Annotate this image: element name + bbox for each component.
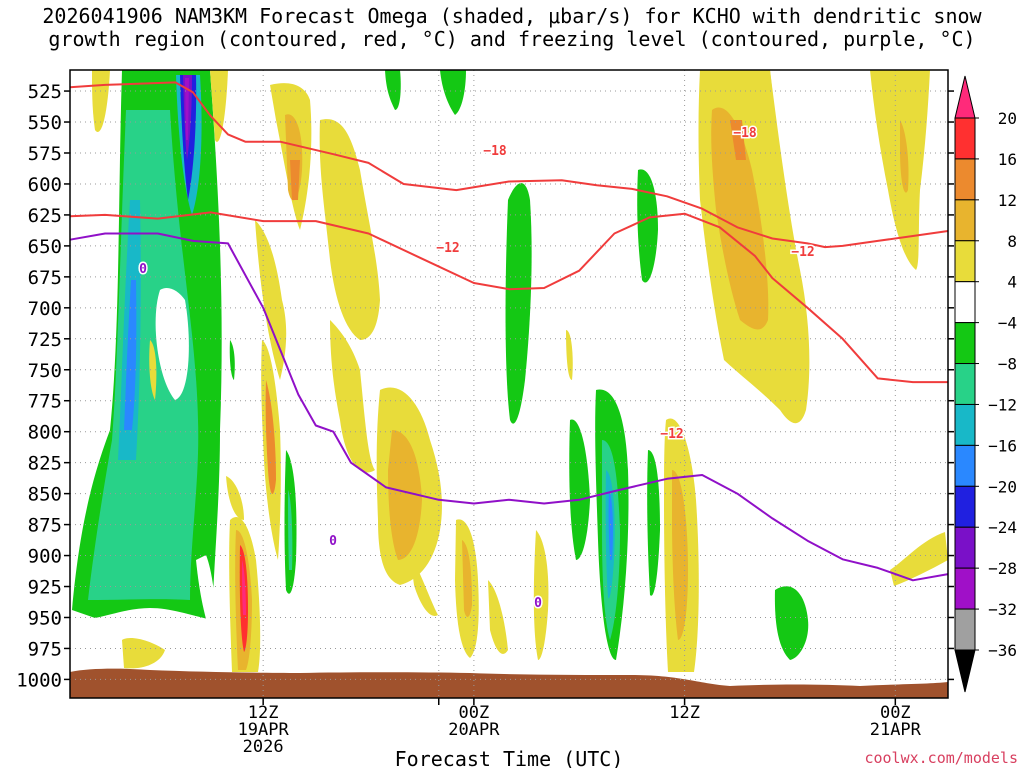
colorbar-label-6: −8 (998, 355, 1017, 374)
dgz-label-minus18-a: −18 (483, 144, 507, 159)
colorbar-top-extend (954, 75, 976, 119)
colorbar-segment-8 (954, 403, 976, 446)
x-tick-label-30-0: 12Z (669, 703, 700, 723)
plot-frame (69, 69, 949, 699)
colorbar-label-2: 12 (998, 191, 1017, 210)
y-tick-label-600: 600 (28, 174, 62, 196)
freezing-label-a: 0 (139, 262, 147, 277)
chart-title-line-2: growth region (contoured, red, °C) and f… (48, 27, 976, 51)
credit-text: coolwx.com/models (864, 749, 1018, 767)
freezing-label-c: 0 (534, 596, 542, 611)
colorbar-label-5: −4 (998, 314, 1017, 333)
x-tick-label-18-1: 20APR (448, 720, 500, 740)
y-tick-label-825: 825 (28, 453, 62, 475)
colorbar-label-8: −16 (988, 436, 1017, 455)
y-tick-label-750: 750 (28, 360, 62, 382)
y-tick-label-875: 875 (28, 515, 62, 537)
y-axis: 525 550 575 600 625 650 675 700 725 750 775 800 825 8… (16, 81, 954, 691)
colorbar-segment-5 (954, 281, 976, 324)
y-tick-label-525: 525 (28, 81, 62, 103)
x-tick-label-42-0: 00Z (880, 703, 911, 723)
contours (69, 81, 949, 582)
contour-line-1 (69, 211, 948, 384)
colorbar-segment-3 (954, 199, 976, 242)
x-tick-label-6-1: 19APR (238, 720, 290, 740)
colorbar-label-11: −28 (988, 559, 1017, 578)
x-axis-label: Forecast Time (UTC) (395, 747, 624, 768)
ground-surface (70, 668, 948, 698)
colorbar-label-1: 16 (998, 150, 1017, 169)
colorbar: 20 16 12 8 4 −4 −8 −12 −16 −20 −24 −28 −32 −36 (954, 75, 1017, 693)
y-tick-label-975: 975 (28, 638, 62, 660)
colorbar-segment-12 (954, 567, 976, 610)
colorbar-bottom-extend (954, 649, 976, 693)
y-tick-label-700: 700 (28, 298, 62, 320)
omega-shading (72, 70, 948, 672)
colorbar-label-10: −24 (988, 518, 1017, 537)
dgz-label-minus12-c: −12 (791, 245, 814, 260)
colorbar-label-4: 4 (1007, 273, 1017, 292)
dgz-label-minus12-b: −12 (660, 427, 683, 442)
y-tick-label-900: 900 (28, 546, 62, 568)
contour-line-2 (69, 232, 949, 582)
colorbar-segment-7 (954, 363, 976, 405)
y-tick-label-625: 625 (28, 205, 62, 227)
contour-line-0 (69, 81, 949, 249)
colorbar-segment-4 (954, 240, 976, 283)
y-tick-label-675: 675 (28, 267, 62, 289)
y-tick-label-775: 775 (28, 391, 62, 413)
chart-title-line-1: 2026041906 NAM3KM Forecast Omega (shaded… (42, 4, 982, 28)
colorbar-label-7: −12 (988, 395, 1017, 414)
colorbar-label-0: 20 (998, 109, 1017, 128)
x-tick-label-18-0: 00Z (459, 703, 490, 723)
y-tick-label-550: 550 (28, 112, 62, 134)
x-tick-label-6-2: 2026 (243, 737, 284, 757)
contour-labels: −18 −12 −12 −12 −18 0 0 0 (138, 125, 817, 613)
y-tick-label-650: 650 (28, 236, 62, 258)
colorbar-segment-10 (954, 485, 976, 528)
colorbar-segment-13 (954, 608, 976, 651)
y-tick-label-850: 850 (28, 484, 62, 506)
colorbar-segment-6 (954, 322, 976, 365)
dgz-label-minus12-a: −12 (436, 241, 459, 256)
y-tick-label-950: 950 (28, 607, 62, 629)
y-tick-label-925: 925 (28, 577, 62, 599)
x-tick-label-42-1: 21APR (870, 720, 922, 740)
colorbar-segment-1 (954, 117, 976, 160)
colorbar-segment-9 (954, 444, 976, 487)
y-tick-label-725: 725 (28, 329, 62, 351)
y-tick-label-800: 800 (28, 422, 62, 444)
colorbar-segment-11 (954, 526, 976, 569)
y-tick-label-1000: 1000 (16, 669, 62, 691)
dgz-label-minus18-b: −18 (733, 126, 757, 141)
x-tick-label-6-0: 12Z (248, 703, 279, 723)
colorbar-segment-2 (954, 158, 976, 201)
colorbar-label-12: −32 (988, 600, 1017, 619)
freezing-label-b: 0 (329, 534, 337, 549)
colorbar-label-9: −20 (988, 477, 1017, 496)
colorbar-label-3: 8 (1007, 232, 1017, 251)
colorbar-label-13: −36 (988, 641, 1017, 660)
y-tick-label-575: 575 (28, 143, 62, 165)
